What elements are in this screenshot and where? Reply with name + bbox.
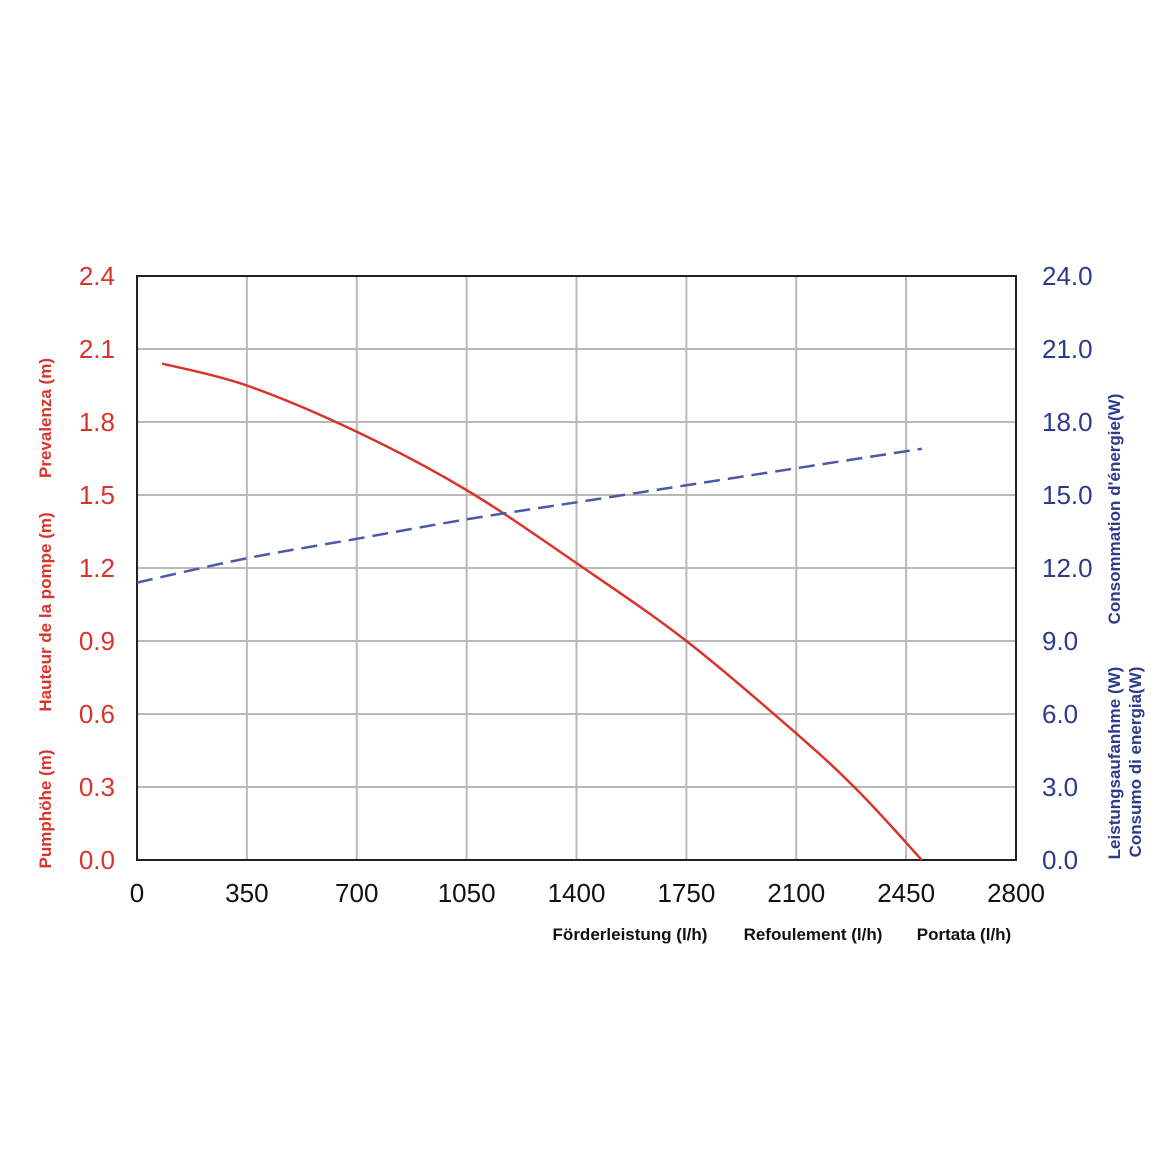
x-tick-label: 1400 <box>548 878 606 908</box>
right-tick-label: 0.0 <box>1042 845 1078 875</box>
right-tick-label: 15.0 <box>1042 480 1093 510</box>
x-tick-label: 350 <box>225 878 268 908</box>
x-tick-label: 1750 <box>657 878 715 908</box>
plot-frame <box>136 275 1017 861</box>
x-axis-ticks: 0 350 700 1050 1400 1750 2100 2450 2800 <box>130 878 1045 908</box>
x-tick-label: 1050 <box>438 878 496 908</box>
left-tick-label: 0.6 <box>79 699 115 729</box>
right-axis-label-fr: Consommation d'énergie(W) <box>1105 394 1124 625</box>
x-tick-label: 700 <box>335 878 378 908</box>
left-tick-label: 0.3 <box>79 772 115 802</box>
right-axis-ticks: 0.0 3.0 6.0 9.0 12.0 15.0 18.0 21.0 24.0 <box>1042 261 1093 875</box>
left-tick-label: 2.1 <box>79 334 115 364</box>
x-tick-label: 0 <box>130 878 144 908</box>
right-tick-label: 3.0 <box>1042 772 1078 802</box>
pump-head-series <box>161 362 923 861</box>
right-tick-label: 12.0 <box>1042 553 1093 583</box>
right-axis-label-it: Consumo di energia(W) <box>1126 667 1145 858</box>
right-tick-label: 9.0 <box>1042 626 1078 656</box>
x-tick-label: 2450 <box>877 878 935 908</box>
left-axis-label-de: Pumphöhe (m) <box>36 750 55 869</box>
right-axis-label-de: Leistungsaufanhme (W) <box>1105 667 1124 860</box>
grid <box>137 276 1016 860</box>
left-tick-label: 0.0 <box>79 845 115 875</box>
x-tick-label: 2100 <box>767 878 825 908</box>
left-axis-ticks: 0.0 0.3 0.6 0.9 1.2 1.5 1.8 2.1 2.4 <box>79 261 115 875</box>
x-axis-label-it: Portata (l/h) <box>917 925 1011 944</box>
left-tick-label: 1.8 <box>79 407 115 437</box>
power-consumption-series <box>136 447 923 584</box>
x-tick-label: 2800 <box>987 878 1045 908</box>
right-tick-label: 18.0 <box>1042 407 1093 437</box>
left-axis-label-fr: Hauteur de la pompe (m) <box>36 512 55 711</box>
x-axis-label-fr: Refoulement (l/h) <box>744 925 883 944</box>
left-tick-label: 1.2 <box>79 553 115 583</box>
right-tick-label: 24.0 <box>1042 261 1093 291</box>
right-tick-label: 21.0 <box>1042 334 1093 364</box>
right-tick-label: 6.0 <box>1042 699 1078 729</box>
left-tick-label: 0.9 <box>79 626 115 656</box>
series-group <box>136 362 923 861</box>
left-axis-label-it: Prevalenza (m) <box>36 358 55 478</box>
left-tick-label: 1.5 <box>79 480 115 510</box>
x-axis-label-de: Förderleistung (l/h) <box>553 925 708 944</box>
left-tick-label: 2.4 <box>79 261 115 291</box>
